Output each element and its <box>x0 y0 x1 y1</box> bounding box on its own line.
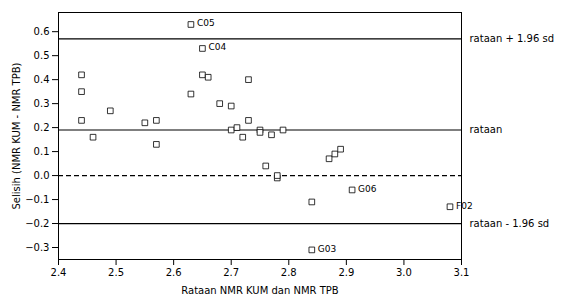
svg-text:0.1: 0.1 <box>34 146 50 157</box>
svg-text:2.8: 2.8 <box>281 267 297 278</box>
svg-text:2.5: 2.5 <box>108 267 124 278</box>
svg-text:Rataan NMR KUM dan NMR TPB: Rataan NMR KUM dan NMR TPB <box>181 285 339 296</box>
svg-text:2.7: 2.7 <box>223 267 239 278</box>
svg-text:2.9: 2.9 <box>338 267 354 278</box>
svg-text:0.6: 0.6 <box>34 26 50 37</box>
svg-text:3.1: 3.1 <box>454 267 470 278</box>
svg-text:rataan + 1.96 sd: rataan + 1.96 sd <box>470 33 555 44</box>
svg-text:C04: C04 <box>208 42 226 52</box>
svg-text:0.3: 0.3 <box>34 98 50 109</box>
svg-text:0.4: 0.4 <box>34 74 50 85</box>
svg-text:0.0: 0.0 <box>34 170 50 181</box>
svg-text:2.6: 2.6 <box>166 267 182 278</box>
svg-text:G06: G06 <box>358 184 377 194</box>
svg-text:G03: G03 <box>318 244 336 254</box>
svg-text:−0.2: −0.2 <box>25 218 49 229</box>
svg-text:0.5: 0.5 <box>34 50 50 61</box>
svg-text:2.4: 2.4 <box>51 267 67 278</box>
svg-text:3.0: 3.0 <box>396 267 412 278</box>
svg-text:rataan: rataan <box>470 124 503 135</box>
svg-text:−0.1: −0.1 <box>25 194 49 205</box>
svg-text:0.2: 0.2 <box>34 122 50 133</box>
svg-text:Selisih (NMR KUM - NMR TPB): Selisih (NMR KUM - NMR TPB) <box>11 62 22 209</box>
svg-text:rataan - 1.96 sd: rataan - 1.96 sd <box>470 218 550 229</box>
svg-text:−0.3: −0.3 <box>25 242 49 253</box>
svg-text:F02: F02 <box>456 201 473 211</box>
svg-text:C05: C05 <box>197 18 215 28</box>
